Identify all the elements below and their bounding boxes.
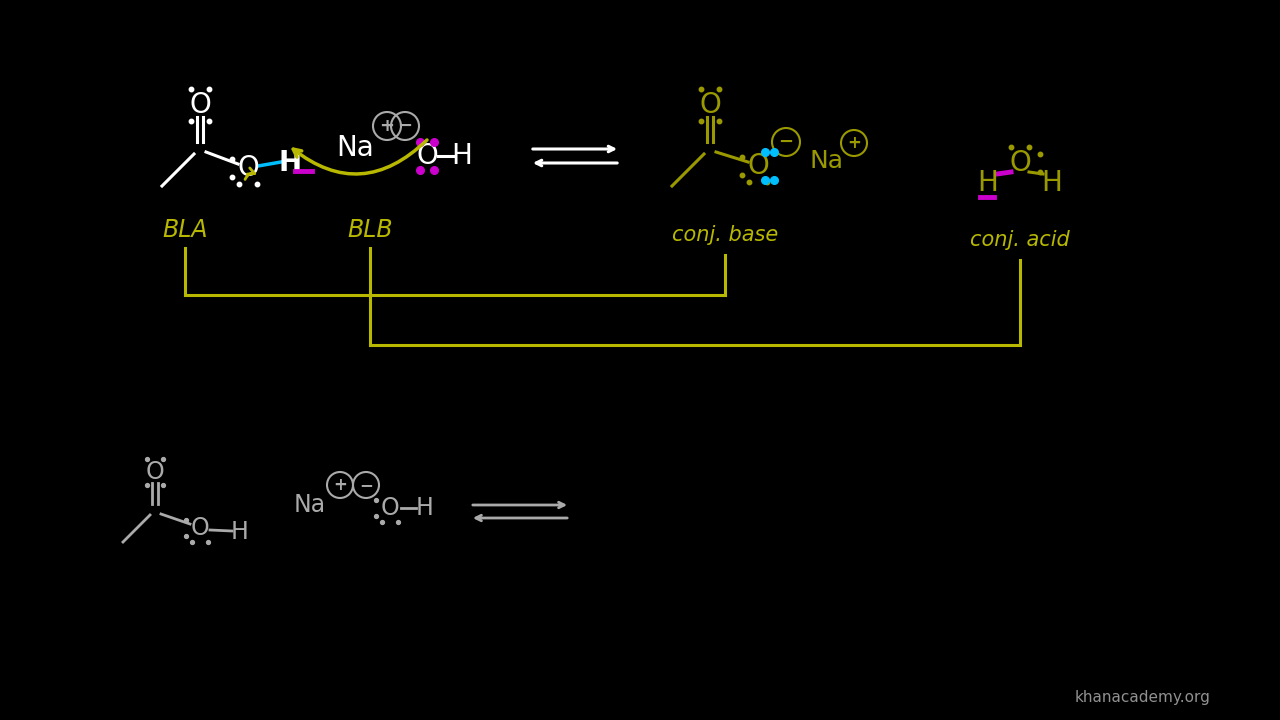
Text: Na: Na [294, 493, 326, 517]
Text: −: − [360, 476, 372, 494]
Text: khanacademy.org: khanacademy.org [1074, 690, 1210, 705]
Text: BLB: BLB [347, 218, 393, 242]
Text: +: + [333, 476, 347, 494]
Text: H: H [452, 142, 472, 170]
Text: O: O [699, 91, 721, 119]
Text: BLA: BLA [163, 218, 207, 242]
Text: H: H [416, 496, 434, 520]
Text: conj. base: conj. base [672, 225, 778, 245]
FancyArrowPatch shape [244, 168, 255, 179]
Text: H: H [1042, 169, 1062, 197]
Text: conj. acid: conj. acid [970, 230, 1070, 250]
FancyArrowPatch shape [293, 140, 428, 174]
Text: O: O [748, 152, 769, 180]
Text: O: O [380, 496, 399, 520]
Text: O: O [1009, 149, 1030, 177]
Text: Na: Na [337, 134, 374, 162]
Text: O: O [237, 154, 259, 182]
Text: H: H [279, 149, 302, 177]
Text: +: + [847, 134, 861, 152]
Text: +: + [379, 117, 394, 135]
Text: −: − [397, 117, 412, 135]
Text: Na: Na [809, 149, 844, 173]
Text: O: O [191, 516, 210, 540]
Text: O: O [189, 91, 211, 119]
Text: O: O [146, 460, 164, 484]
Text: O: O [416, 142, 438, 170]
Text: −: − [778, 133, 794, 151]
Text: H: H [232, 520, 248, 544]
Text: H: H [978, 169, 998, 197]
